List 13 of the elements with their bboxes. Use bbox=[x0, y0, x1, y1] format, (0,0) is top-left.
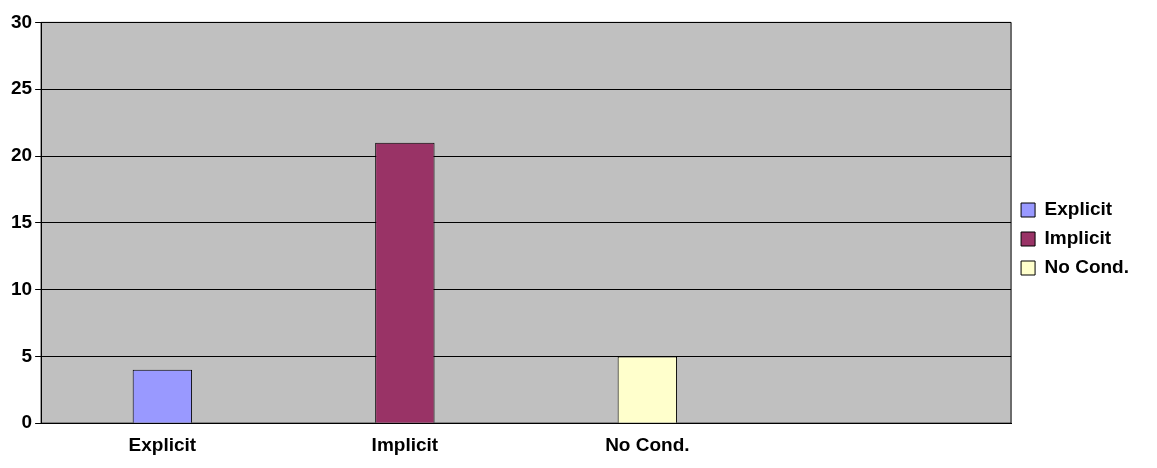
legend-label: Implicit bbox=[1044, 227, 1112, 249]
legend-label: Explicit bbox=[1044, 198, 1113, 220]
y-tick-label: 5 bbox=[21, 344, 33, 366]
y-tick-label: 20 bbox=[10, 144, 33, 166]
x-tick-label: No Cond. bbox=[605, 433, 690, 455]
x-tick-label: Explicit bbox=[128, 433, 197, 455]
y-tick-label: 10 bbox=[10, 277, 33, 299]
y-tick-label: 0 bbox=[21, 411, 33, 433]
legend-label: No Cond. bbox=[1044, 256, 1130, 278]
y-tick-label: 15 bbox=[10, 211, 33, 233]
y-tick-label: 30 bbox=[10, 10, 33, 32]
y-tick-label: 25 bbox=[10, 77, 33, 99]
x-tick-label: Implicit bbox=[371, 433, 439, 455]
